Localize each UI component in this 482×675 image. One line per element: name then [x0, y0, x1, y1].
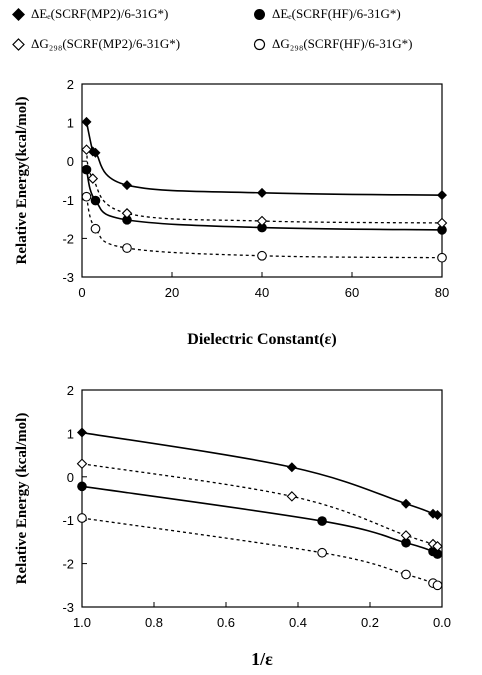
x-axis-label: Dielectric Constant(ε) [187, 331, 336, 348]
series [81, 164, 447, 235]
x-tick-label: 80 [435, 285, 449, 300]
series-line [85, 149, 443, 224]
data-point-open-circle [432, 580, 443, 591]
x-tick-label: 0.0 [433, 615, 451, 630]
data-point-filled-diamond [437, 190, 447, 201]
legend-item-hf-ee: ΔEₑ(SCRF(HF)/6-31G*) [253, 6, 401, 22]
y-tick-label: -2 [62, 557, 74, 572]
data-point-filled-diamond [257, 187, 267, 198]
x-tick-label: 60 [345, 285, 359, 300]
data-point-filled-circle [401, 537, 411, 548]
data-point-open-diamond [400, 530, 412, 541]
series [77, 481, 443, 559]
data-point-filled-circle [432, 549, 443, 559]
data-point-open-diamond [256, 215, 268, 227]
data-point-open-circle [437, 252, 447, 263]
legend: ΔEₑ(SCRF(MP2)/6-31G*) ΔEₑ(SCRF(HF)/6-31G… [0, 0, 482, 60]
x-axis-label: 1/ε [251, 649, 273, 669]
data-point-open-diamond [76, 458, 88, 470]
y-tick-label: -2 [62, 231, 74, 246]
x-tick-label: 20 [165, 285, 179, 300]
legend-label: ΔEₑ(SCRF(MP2)/6-31G*) [31, 6, 169, 21]
data-point-open-diamond [121, 208, 133, 219]
y-tick-label: 2 [67, 383, 74, 398]
y-axis-label: Relative Energy (kcal/mol) [14, 413, 30, 585]
y-tick-label: 1 [67, 426, 74, 441]
series [81, 116, 447, 201]
data-point-open-diamond [286, 491, 298, 502]
series-line [81, 517, 438, 586]
data-point-open-circle [257, 250, 267, 261]
y-tick-label: -1 [62, 513, 74, 528]
x-tick-label: 0.6 [217, 615, 235, 630]
data-point-open-circle [401, 569, 411, 580]
data-point-filled-circle [77, 481, 87, 492]
x-tick-label: 0 [78, 285, 85, 300]
data-point-filled-circle [437, 225, 447, 235]
filled-circle-icon [253, 8, 266, 21]
series [76, 458, 443, 552]
data-point-filled-circle [257, 222, 267, 233]
data-point-open-circle [81, 191, 92, 202]
series-line [85, 121, 443, 196]
data-point-filled-circle [81, 164, 92, 175]
legend-label: ΔEₑ(SCRF(HF)/6-31G*) [272, 6, 401, 21]
y-axis-label: Relative Energy(kcal/mol) [14, 97, 30, 265]
data-point-open-diamond [87, 173, 99, 184]
data-point-filled-diamond [432, 509, 443, 520]
y-tick-label: 2 [67, 77, 74, 92]
data-point-filled-diamond [90, 147, 101, 158]
open-diamond-icon [12, 37, 25, 51]
legend-item-mp2-ee: ΔEₑ(SCRF(MP2)/6-31G*) [12, 6, 168, 22]
data-point-filled-circle [122, 215, 132, 225]
series-line [81, 463, 438, 547]
data-point-filled-diamond [286, 462, 297, 473]
data-point-filled-diamond [122, 180, 132, 191]
data-point-open-circle [122, 243, 132, 253]
open-circle-icon [253, 38, 266, 51]
data-point-open-diamond [432, 540, 443, 552]
y-tick-label: -3 [62, 600, 74, 615]
legend-item-hf-g298: ΔG₂₉₈(SCRF(HF)/6-31G*) [253, 36, 412, 52]
y-tick-label: 1 [67, 116, 74, 131]
series [77, 427, 443, 520]
legend-item-mp2-g298: ΔG₂₉₈(SCRF(MP2)/6-31G*) [12, 36, 180, 52]
data-point-filled-diamond [401, 498, 411, 509]
filled-diamond-icon [12, 7, 25, 21]
series [81, 144, 448, 229]
data-point-open-circle [90, 223, 101, 234]
x-tick-label: 1.0 [73, 615, 91, 630]
x-tick-label: 40 [255, 285, 269, 300]
x-tick-label: 0.2 [361, 615, 379, 630]
y-tick-label: -1 [62, 193, 74, 208]
x-tick-label: 0.8 [145, 615, 163, 630]
plot-frame [81, 389, 443, 608]
data-point-filled-circle [90, 195, 101, 206]
series [77, 513, 443, 591]
series-line [81, 431, 439, 516]
chart-inverse-dielectric: -3 -2 -1 0 1 2 1.0 0.8 0.6 0.4 0.2 0.0 1/ε Relative E… [14, 383, 451, 669]
legend-label: ΔG₂₉₈(SCRF(MP2)/6-31G*) [31, 36, 181, 51]
plot-frame [81, 83, 443, 278]
data-point-open-circle [317, 547, 327, 558]
data-point-filled-circle [317, 516, 327, 526]
x-tick-label: 0.4 [289, 615, 307, 630]
y-tick-label: 0 [67, 154, 74, 169]
legend-label: ΔG₂₉₈(SCRF(HF)/6-31G*) [272, 36, 413, 51]
data-point-filled-diamond [77, 427, 87, 438]
y-tick-label: 0 [67, 470, 74, 485]
y-tick-label: -3 [62, 270, 74, 285]
series [81, 191, 447, 263]
data-point-open-diamond [81, 144, 92, 155]
data-point-open-circle [77, 513, 87, 523]
data-point-open-diamond [436, 217, 448, 229]
data-point-filled-diamond [81, 116, 92, 127]
